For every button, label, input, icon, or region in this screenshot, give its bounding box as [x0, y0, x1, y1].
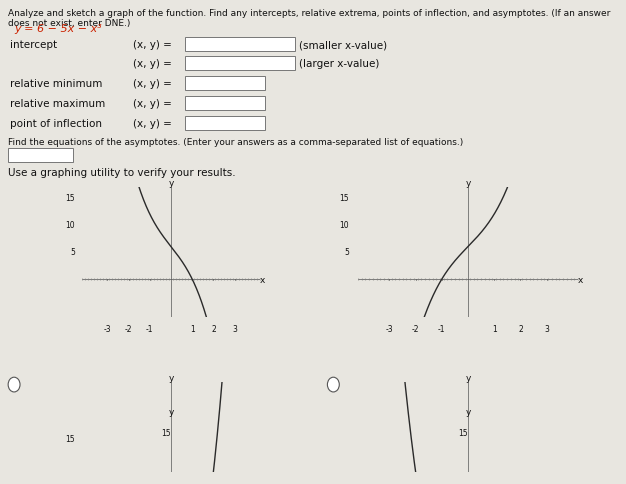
Text: y: y	[465, 179, 471, 188]
Text: relative maximum: relative maximum	[10, 99, 105, 109]
Text: y: y	[168, 179, 173, 188]
Text: (x, y) =: (x, y) =	[133, 40, 172, 50]
Text: Analyze and sketch a graph of the function. Find any intercepts, relative extrem: Analyze and sketch a graph of the functi…	[8, 9, 610, 29]
Text: -2: -2	[125, 324, 132, 333]
Text: (x, y) =: (x, y) =	[133, 119, 172, 129]
Text: y: y	[465, 407, 471, 416]
FancyBboxPatch shape	[8, 149, 73, 163]
Text: 1: 1	[190, 324, 195, 333]
Text: 2: 2	[518, 324, 523, 333]
Text: 2: 2	[211, 324, 216, 333]
Text: point of inflection: point of inflection	[10, 119, 102, 129]
Text: relative minimum: relative minimum	[10, 79, 103, 89]
Text: -3: -3	[386, 324, 393, 333]
Text: 3: 3	[544, 324, 549, 333]
Text: -3: -3	[104, 324, 111, 333]
Text: 15: 15	[65, 434, 75, 443]
Text: Use a graphing utility to verify your results.: Use a graphing utility to verify your re…	[8, 167, 235, 178]
Text: y: y	[465, 373, 471, 382]
Text: y: y	[168, 407, 173, 416]
Text: -1: -1	[438, 324, 446, 333]
Text: (x, y) =: (x, y) =	[133, 79, 172, 89]
Text: intercept: intercept	[10, 40, 57, 50]
FancyBboxPatch shape	[185, 117, 265, 131]
Text: 3: 3	[232, 324, 237, 333]
Text: (x, y) =: (x, y) =	[133, 99, 172, 109]
Circle shape	[327, 378, 339, 392]
FancyBboxPatch shape	[185, 97, 265, 111]
FancyBboxPatch shape	[185, 57, 295, 71]
FancyBboxPatch shape	[185, 38, 295, 52]
Text: 5: 5	[344, 248, 349, 257]
Text: 15: 15	[65, 194, 75, 203]
Circle shape	[8, 378, 20, 392]
Text: (larger x-value): (larger x-value)	[299, 59, 379, 69]
Text: x: x	[260, 275, 265, 284]
Text: x: x	[578, 275, 583, 284]
Text: -1: -1	[146, 324, 153, 333]
Text: 15: 15	[458, 428, 468, 437]
Text: 10: 10	[65, 221, 75, 230]
Text: 10: 10	[339, 221, 349, 230]
Text: y: y	[168, 373, 173, 382]
Text: (smaller x-value): (smaller x-value)	[299, 40, 387, 50]
Text: -2: -2	[412, 324, 419, 333]
Text: 15: 15	[339, 194, 349, 203]
Text: (x, y) =: (x, y) =	[133, 59, 172, 69]
Text: y = 6 − 5x − x³: y = 6 − 5x − x³	[14, 24, 102, 34]
Text: Find the equations of the asymptotes. (Enter your answers as a comma-separated l: Find the equations of the asymptotes. (E…	[8, 138, 463, 147]
Text: 15: 15	[162, 428, 171, 437]
Text: 5: 5	[70, 248, 75, 257]
FancyBboxPatch shape	[185, 77, 265, 91]
Text: 1: 1	[492, 324, 496, 333]
